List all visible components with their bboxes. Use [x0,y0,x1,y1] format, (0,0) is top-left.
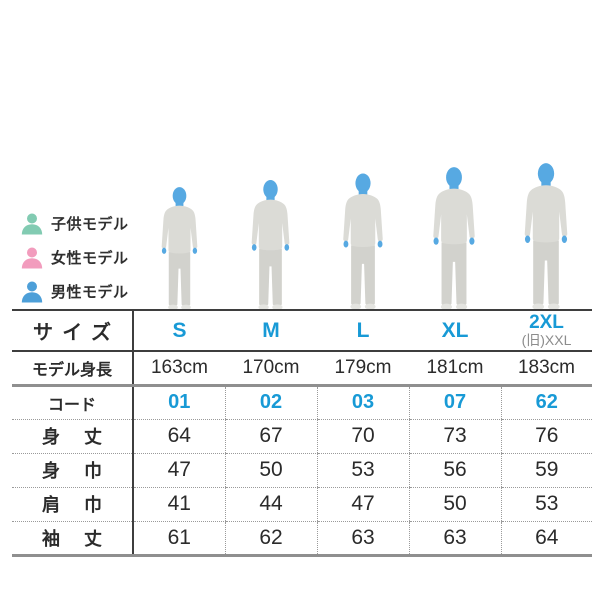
size-spec-table: サイズ S M L XL 2XL (旧)XXL モデル身長 163cm 170c… [12,309,592,557]
spec-value: 47 [132,453,225,488]
person-female-icon [21,247,43,268]
column-header-s: S [132,310,225,352]
spec-value: 50 [224,453,317,488]
code-value: 02 [224,385,317,420]
legend-item-male-model: 男性モデル [20,279,129,304]
code-value: 01 [132,385,225,420]
legend-item-child-model: 子供モデル [20,211,129,236]
sleeve-length-row: 袖丈 61 62 63 63 64 [12,521,592,555]
model-height-value: 170cm [225,351,317,387]
legend-label: 女性モデル [51,250,129,267]
spec-value: 41 [132,487,225,522]
legend-label: 男性モデル [51,284,129,301]
person-child-icon [21,213,43,234]
spec-value: 70 [316,419,409,454]
code-value: 07 [408,385,501,420]
model-photo-size-xl [416,166,492,311]
spec-value: 73 [408,419,501,454]
column-header-m: M [225,310,317,352]
row-label-body-width: 身巾 [12,453,133,488]
spec-value: 62 [224,521,317,555]
shoulder-width-row: 肩巾 41 44 47 50 53 [12,487,592,522]
model-height-value: 183cm [501,351,592,387]
size-header-label: サイズ [12,310,133,352]
spec-value: 59 [500,453,592,488]
model-height-value: 179cm [317,351,409,387]
spec-value: 53 [500,487,592,522]
spec-value: 56 [408,453,501,488]
row-label-model-height: モデル身長 [12,351,133,387]
spec-value: 44 [224,487,317,522]
row-label-shoulder-width: 肩巾 [12,487,133,522]
row-label-sleeve-length: 袖丈 [42,528,102,549]
spec-value: 61 [132,521,225,555]
code-row: コード 01 02 03 07 62 [12,385,592,420]
model-photo-size-2xl [507,162,585,311]
column-header-2xl: 2XL (旧)XXL [501,310,592,352]
model-photo-size-m [236,179,305,311]
old-size-name: (旧)XXL [521,332,572,349]
spec-value: 53 [316,453,409,488]
row-label-code: コード [12,385,133,420]
model-type-legend: 子供モデル 女性モデル 男性モデル [20,211,129,304]
spec-value: 76 [500,419,592,454]
spec-value: 50 [408,487,501,522]
spec-value: 63 [316,521,409,555]
body-length-row: 身丈 64 67 70 73 76 [12,419,592,454]
model-photo-size-s [147,186,212,311]
legend-label: 子供モデル [51,216,129,233]
spec-value: 67 [224,419,317,454]
column-header-xl: XL [409,310,501,352]
spec-value: 47 [316,487,409,522]
header-row: サイズ S M L XL 2XL (旧)XXL [12,310,592,352]
spec-value: 63 [408,521,501,555]
spec-value: 64 [500,521,592,555]
code-value: 62 [500,385,592,420]
body-width-row: 身巾 47 50 53 56 59 [12,453,592,488]
model-height-value: 181cm [409,351,501,387]
spec-value: 64 [132,419,225,454]
row-label-body-length: 身丈 [12,419,133,454]
model-height-row: モデル身長 163cm 170cm 179cm 181cm 183cm [12,351,592,387]
model-height-value: 163cm [132,351,225,387]
person-male-icon [21,281,43,302]
legend-item-female-model: 女性モデル [20,245,129,270]
column-header-l: L [317,310,409,352]
model-photo-size-l [327,172,399,311]
code-value: 03 [316,385,409,420]
